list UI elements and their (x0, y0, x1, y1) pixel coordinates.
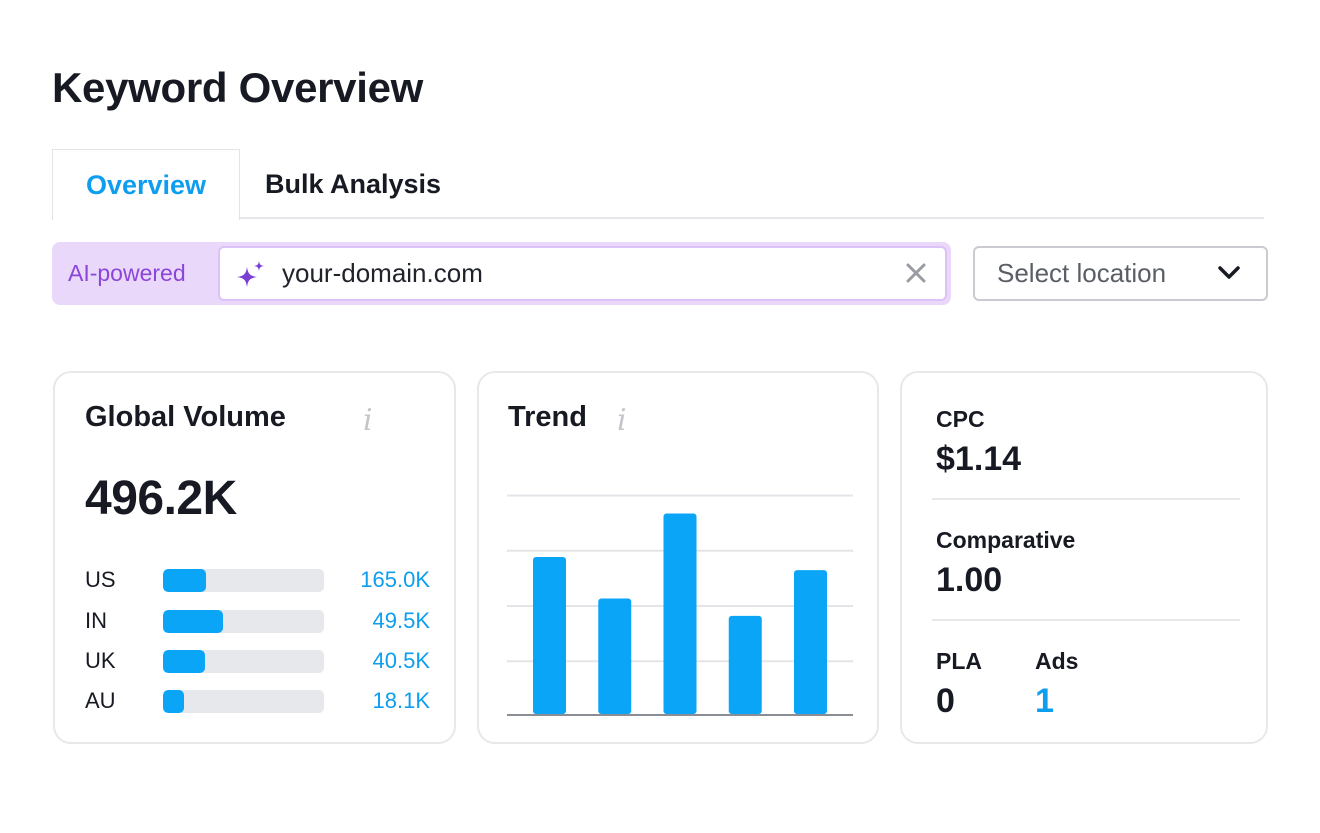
trend-card: Trend i (477, 371, 879, 744)
global-volume-total: 496.2K (85, 472, 237, 525)
country-row: US 165.0K (85, 567, 430, 593)
trend-bar[interactable] (533, 557, 566, 714)
country-volume-value: 165.0K (360, 567, 430, 592)
country-code: IN (85, 608, 107, 633)
country-volume-value: 18.1K (372, 688, 431, 713)
cpc-value: $1.14 (936, 440, 1022, 478)
country-volume-bar (163, 610, 324, 633)
trend-bar-chart (507, 494, 853, 716)
country-code: US (85, 567, 116, 592)
trend-bar[interactable] (794, 570, 827, 714)
trend-bar[interactable] (598, 598, 632, 714)
divider (932, 619, 1240, 621)
country-volume-value: 40.5K (372, 648, 431, 673)
comparative-label: Comparative (936, 527, 1076, 553)
country-volume-fill (163, 569, 207, 592)
global-volume-title: Global Volume (85, 401, 286, 433)
close-icon[interactable] (905, 262, 927, 284)
ads-label: Ads (1035, 648, 1079, 674)
country-volume-bar (163, 650, 324, 673)
page-title: Keyword Overview (52, 64, 424, 111)
country-volume-fill (163, 690, 184, 713)
country-row: IN 49.5K (85, 608, 430, 634)
ai-search-bar: AI-powered your-domain.com (52, 242, 951, 305)
search-value: your-domain.com (282, 258, 483, 288)
tab-bulk-analysis[interactable]: Bulk Analysis (265, 168, 442, 199)
trend-bar[interactable] (728, 615, 762, 714)
country-row: AU 18.1K (85, 688, 430, 714)
ads-value[interactable]: 1 (1035, 682, 1054, 720)
cpc-label: CPC (936, 406, 985, 432)
metrics-card: CPC $1.14 Comparative 1.00 PLA 0 Ads 1 (900, 371, 1268, 744)
trend-bar[interactable] (663, 513, 697, 714)
chevron-down-icon (1218, 266, 1240, 279)
country-code: AU (85, 688, 116, 713)
sparkle-icon (237, 261, 264, 287)
country-row: UK 40.5K (85, 648, 430, 674)
country-volume-fill (163, 610, 223, 633)
ai-powered-label: AI-powered (68, 260, 186, 286)
location-select[interactable]: Select location (973, 246, 1268, 301)
country-volume-bar (163, 690, 324, 713)
tab-bar: Overview Bulk Analysis (52, 149, 1264, 220)
location-select-label: Select location (997, 258, 1167, 288)
trend-title: Trend (508, 401, 587, 433)
info-icon[interactable]: i (617, 403, 627, 438)
country-volume-value: 49.5K (372, 608, 431, 633)
pla-label: PLA (936, 648, 982, 674)
country-code: UK (85, 648, 116, 673)
global-volume-card: Global Volume i 496.2K US 165.0K IN 49.5… (53, 371, 456, 744)
info-icon[interactable]: i (363, 403, 373, 438)
pla-value: 0 (936, 682, 955, 720)
country-volume-fill (163, 650, 205, 673)
tab-overview[interactable]: Overview (52, 149, 240, 220)
country-volume-bar (163, 569, 324, 592)
comparative-value: 1.00 (936, 561, 1003, 599)
divider (932, 498, 1240, 500)
keyword-search-input[interactable]: your-domain.com (218, 246, 947, 301)
